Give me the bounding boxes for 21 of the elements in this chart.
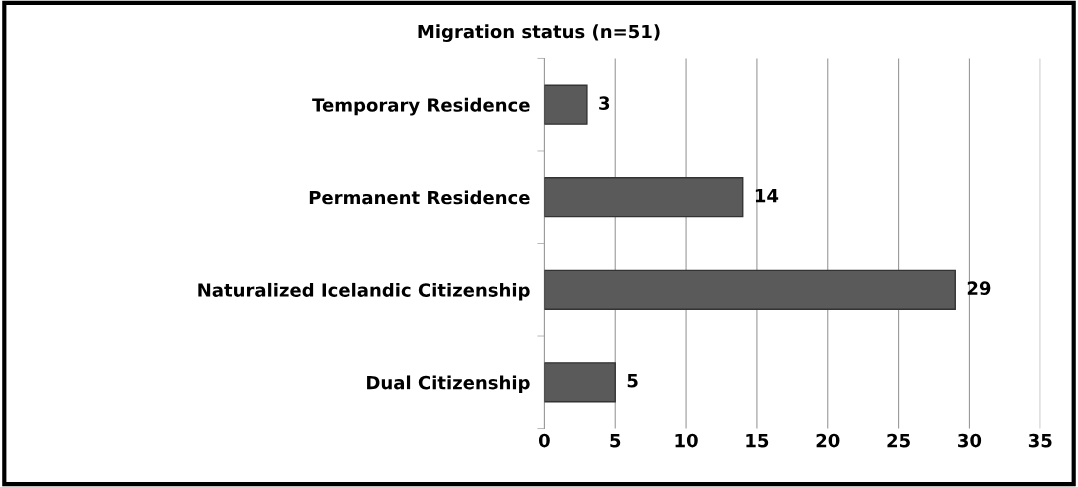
bar [544, 269, 956, 310]
x-tick-label: 5 [610, 433, 621, 448]
data-label: 14 [755, 189, 779, 203]
bar [544, 84, 588, 125]
x-tick-label: 30 [958, 433, 982, 448]
y-tick-label: Temporary Residence [312, 97, 530, 116]
y-tick-label: Dual Citizenship [367, 375, 530, 393]
data-label: 29 [967, 281, 991, 295]
x-tick-label: 0 [538, 433, 550, 448]
y-tick-label: Permanent Residence [309, 190, 530, 205]
x-tick-label: 35 [1028, 433, 1052, 448]
x-tick-label: 20 [816, 433, 840, 448]
chart-title: Migration status (n=51) [418, 24, 660, 42]
data-label: 3 [599, 96, 610, 110]
x-tick-label: 25 [887, 433, 910, 448]
data-label: 5 [627, 374, 638, 388]
bar [544, 362, 616, 403]
bar [544, 177, 744, 218]
y-tick-label: Naturalized Icelandic Citizenship [198, 282, 530, 301]
x-tick-label: 15 [746, 433, 769, 448]
x-tick-label: 10 [675, 433, 698, 448]
